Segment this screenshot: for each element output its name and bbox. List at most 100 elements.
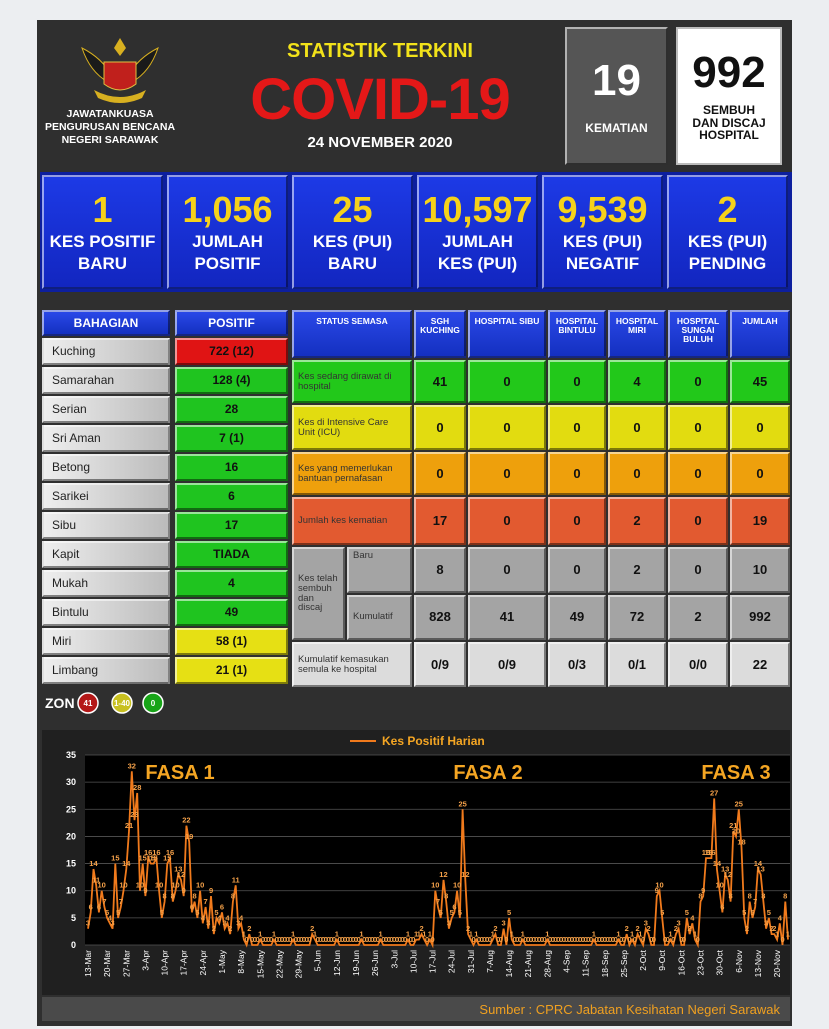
data-label: 12 [439, 870, 447, 879]
data-label: 3 [206, 919, 210, 928]
x-tick-label: 1-May [217, 949, 227, 973]
status-header: SGH KUCHING [414, 310, 466, 358]
x-tick-label: 24-Apr [198, 950, 208, 976]
data-label: 4 [225, 913, 230, 922]
status-sub-label: Baru [347, 547, 412, 593]
data-label: 0 [518, 935, 522, 944]
data-label: 0 [564, 935, 568, 944]
district-name: Mukah [42, 570, 170, 597]
data-label: 5 [685, 908, 689, 917]
data-label: 8 [444, 892, 448, 901]
district-name: Sarikei [42, 483, 170, 510]
data-label: 27 [710, 788, 718, 797]
crest [81, 38, 159, 103]
x-tick-label: 20-Nov [772, 949, 782, 977]
status-label: Kumulatif kemasukan semula ke hospital [292, 642, 412, 687]
data-label: 0 [332, 935, 336, 944]
source: Sumber : CPRC Jabatan Kesihatan Negeri S… [479, 1002, 780, 1017]
status-label: Jumlah kes kematian [292, 497, 412, 545]
zone-badge [142, 692, 164, 714]
stat-value: 1 [92, 191, 113, 230]
data-label: 5 [660, 908, 664, 917]
data-label: 0 [373, 935, 377, 944]
data-label: 1 [378, 930, 382, 939]
data-label: 10 [155, 881, 163, 890]
stat-value: 1,056 [182, 191, 273, 230]
data-label: 0 [425, 935, 429, 944]
status-value: 0 [468, 497, 546, 545]
district-name: Limbang [42, 657, 170, 684]
data-label: 21 [729, 821, 737, 830]
status-value: 0 [668, 452, 728, 495]
data-label: 7 [119, 897, 123, 906]
district-value: 722 (12) [175, 338, 288, 365]
data-label: 16 [166, 848, 174, 857]
data-label: 5 [160, 908, 164, 917]
data-label: 0 [357, 935, 361, 944]
stat-label: BARU [77, 254, 128, 273]
x-tick-label: 24-Jul [447, 950, 457, 973]
x-tick-label: 3-Jul [389, 950, 399, 969]
data-label: 0 [381, 935, 385, 944]
data-label: 5 [214, 908, 218, 917]
data-label: 14 [754, 859, 763, 868]
x-tick-label: 11-Sep [581, 950, 591, 977]
stat-box: 9,539 KES (PUI) NEGATIF [542, 175, 663, 289]
data-label: 0 [346, 935, 350, 944]
x-tick-label: 6-Nov [734, 949, 744, 972]
data-label: 1 [693, 930, 697, 939]
data-label: 0 [264, 935, 268, 944]
data-label: 2 [646, 924, 650, 933]
status-value: 0 [548, 452, 606, 495]
data-label: 4 [201, 913, 206, 922]
data-label: 0 [403, 935, 407, 944]
district-name: Samarahan [42, 367, 170, 394]
data-label: 0 [321, 935, 325, 944]
data-label: 15 [111, 854, 119, 863]
zone-badge-text: 1-40 [114, 699, 131, 708]
data-label: 0 [499, 935, 503, 944]
status-value: 49 [548, 594, 606, 640]
x-tick-label: 23-Oct [696, 949, 706, 975]
stat-box: 1,056 JUMLAH POSITIF [167, 175, 288, 289]
status-value: 0 [668, 547, 728, 593]
zone-badge [77, 692, 99, 714]
data-label: 1 [359, 930, 363, 939]
kicker: STATISTIK TERKINI [287, 40, 473, 62]
data-label: 3 [223, 919, 227, 928]
data-label: 0 [622, 935, 626, 944]
district-name: Kuching [42, 338, 170, 365]
org-line: NEGERI SARAWAK [61, 134, 159, 146]
data-label: 0 [294, 935, 298, 944]
data-label: 0 [562, 935, 566, 944]
data-label: 1 [242, 930, 246, 939]
data-label: 19 [185, 832, 193, 841]
data-label: 2 [466, 924, 470, 933]
data-label: 5 [195, 908, 199, 917]
status-value: 17 [414, 497, 466, 545]
status-value: 22 [730, 642, 790, 687]
data-label: 0 [482, 935, 486, 944]
status-value: 0 [548, 497, 606, 545]
data-label: 8 [162, 892, 166, 901]
data-label: 10 [119, 881, 127, 890]
x-tick-label: 5-Jun [313, 950, 323, 972]
data-label: 1 [775, 930, 779, 939]
discharged-label: HOSPITAL [699, 128, 759, 143]
status-value: 0/3 [548, 642, 606, 687]
org-line: JAWATANKUASA [66, 108, 154, 120]
status-value: 0/9 [468, 642, 546, 687]
data-label: 2 [674, 924, 678, 933]
data-label: 2 [420, 924, 424, 933]
data-label: 25 [458, 799, 466, 808]
status-header: JUMLAH [730, 310, 790, 358]
data-label: 6 [190, 902, 194, 911]
data-label: 0 [471, 935, 475, 944]
data-label: 0 [548, 935, 552, 944]
phase-label: FASA 2 [453, 762, 522, 784]
data-label: 5 [439, 908, 443, 917]
data-label: 1 [545, 930, 549, 939]
data-label: 0 [480, 935, 484, 944]
data-label: 0 [245, 935, 249, 944]
data-label: 9 [701, 886, 705, 895]
